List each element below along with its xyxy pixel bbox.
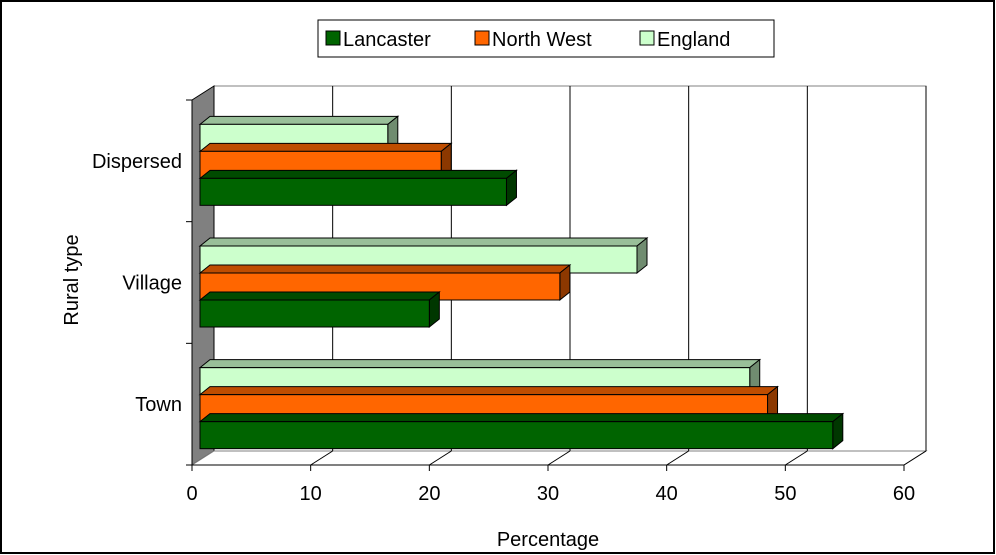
y-tick-label: Town (135, 394, 182, 416)
legend-swatch (639, 30, 655, 46)
y-axis-title: Rural type (61, 234, 83, 325)
x-tick-label: 10 (300, 483, 322, 505)
floor-gridline (666, 450, 689, 466)
x-tick-labels: 0 10 20 30 40 50 60 (186, 483, 915, 505)
bar-front-face (199, 299, 430, 328)
legend-label: England (657, 29, 730, 51)
legend-label: Lancaster (343, 29, 431, 51)
legend-label: North West (492, 29, 592, 51)
legend-swatch (474, 30, 490, 46)
bar-top-face (198, 169, 518, 179)
bar-top-face (198, 264, 572, 274)
bar-top-face (198, 386, 779, 396)
bar-top-face (198, 291, 441, 301)
floor-gridline (903, 450, 927, 466)
x-tick-label: 40 (656, 483, 678, 505)
y-tick-label: Village (122, 273, 182, 295)
bar-top-face (198, 142, 453, 152)
legend: Lancaster North West England (317, 19, 775, 58)
x-axis-title: Percentage (497, 529, 599, 551)
x-tick-label: 20 (418, 483, 440, 505)
y-tick-labels: Town Village Dispersed (92, 151, 182, 416)
floor-gridline (785, 450, 808, 466)
bar (198, 290, 441, 329)
x-tick-label: 0 (186, 483, 197, 505)
x-tick-label: 50 (774, 483, 796, 505)
bar-top-face (198, 359, 762, 369)
legend-box (317, 19, 775, 58)
bar-top-face (198, 413, 845, 423)
y-tick-label: Dispersed (92, 151, 182, 173)
legend-swatch (325, 30, 341, 46)
bar-top-face (198, 115, 400, 125)
x-tick-label: 60 (893, 483, 915, 505)
bar (198, 412, 845, 450)
bar-front-face (199, 421, 834, 450)
floor-gridline (310, 450, 333, 466)
axes (186, 99, 905, 471)
bar (198, 169, 518, 207)
floor-gridline (429, 450, 452, 466)
floor-gridline (547, 450, 571, 466)
bars (198, 115, 845, 450)
x-tick-label: 30 (537, 483, 559, 505)
bar-top-face (198, 237, 649, 247)
bar-front-face (199, 177, 507, 206)
